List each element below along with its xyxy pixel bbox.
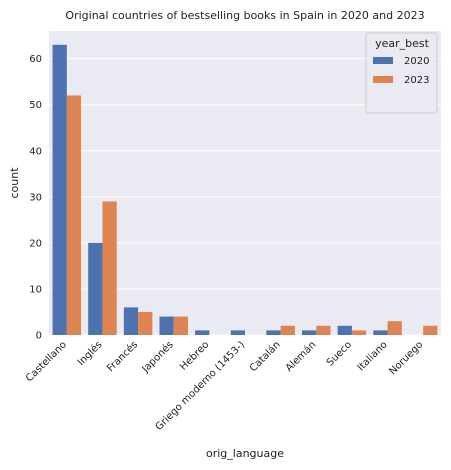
legend-swatch-2023 xyxy=(373,76,393,83)
legend-label-2023: 2023 xyxy=(404,75,429,86)
bar-2020-7 xyxy=(302,330,317,335)
legend-title: year_best xyxy=(375,37,430,50)
bar-2023-0 xyxy=(66,95,82,335)
x-tick-label: Castellano xyxy=(24,339,69,384)
y-tick-labels: 0 10 20 30 40 50 60 xyxy=(29,54,42,341)
bar-2020-3 xyxy=(159,316,174,335)
x-tick-label: Italiano xyxy=(356,339,390,373)
legend-swatch-2020 xyxy=(373,57,393,64)
legend-entries: 2020 2023 xyxy=(373,56,429,86)
x-tick-label: Noruego xyxy=(387,339,425,377)
x-tick-label: Francés xyxy=(105,339,141,375)
bar-2023-6 xyxy=(280,325,295,335)
legend-box xyxy=(365,32,438,114)
x-tick-labels: Castellano Inglés Francés Japonés HebreoGrie… xyxy=(24,339,425,433)
chart-title: Original countries of bestselling books … xyxy=(65,9,424,22)
bar-2020-9 xyxy=(373,330,388,335)
bar-2023-9 xyxy=(387,321,402,335)
y-axis-label: count xyxy=(8,167,21,199)
bar-2023-1 xyxy=(102,201,117,335)
bar-2020-4 xyxy=(195,330,210,335)
bars xyxy=(52,44,438,336)
y-tick-label: 50 xyxy=(29,100,42,111)
y-tick-label: 60 xyxy=(29,54,42,65)
bar-2023-3 xyxy=(173,316,188,335)
x-tick-label: Inglés xyxy=(75,339,105,369)
y-tick-label: 10 xyxy=(29,284,42,295)
bar-2023-2 xyxy=(138,311,153,335)
x-axis-label: orig_language xyxy=(206,447,284,460)
bar-2023-7 xyxy=(316,325,331,335)
x-tick-label: Catalán xyxy=(247,339,283,375)
x-tick-label: Japonés xyxy=(139,339,176,376)
y-tick-label: 30 xyxy=(29,192,42,203)
bar-2020-0 xyxy=(52,44,67,336)
y-tick-label: 20 xyxy=(29,238,42,249)
bar-2020-1 xyxy=(88,242,103,335)
x-tick-label: Sueco xyxy=(325,339,354,368)
bar-2020-2 xyxy=(123,307,139,335)
legend: year_best 2020 2023 xyxy=(365,32,438,114)
y-tick-label: 40 xyxy=(29,146,42,157)
bar-2020-6 xyxy=(266,330,281,335)
legend-label-2020: 2020 xyxy=(404,56,429,67)
x-tick-label: Hebreo xyxy=(178,339,211,372)
bar-2020-8 xyxy=(337,325,352,335)
x-tick-label: Alemán xyxy=(283,339,318,374)
bar-2023-8 xyxy=(351,330,367,335)
y-tick-label: 0 xyxy=(36,331,42,342)
bar-2023-10 xyxy=(423,325,438,335)
bar-2020-5 xyxy=(230,330,245,335)
